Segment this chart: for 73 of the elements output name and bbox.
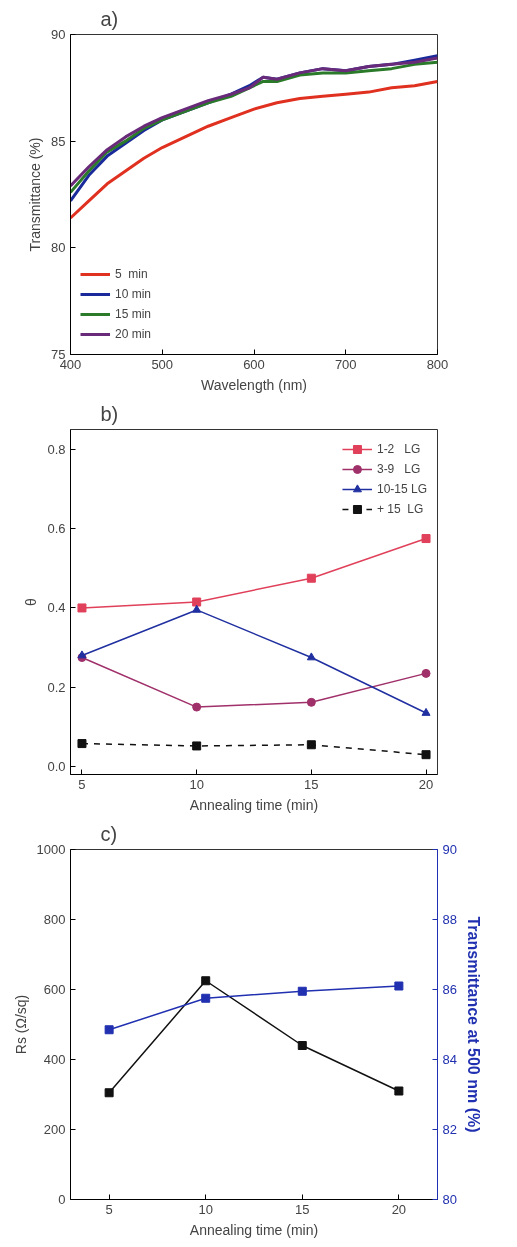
x-tick-label: 800 bbox=[426, 356, 449, 372]
chart-title: b) bbox=[100, 402, 119, 425]
y-axis-title: Rs (Ω/sq) bbox=[12, 994, 29, 1055]
chart-title: a) bbox=[100, 7, 119, 30]
point bbox=[306, 573, 316, 583]
point bbox=[421, 707, 431, 716]
legend-label: 1-2 LG bbox=[376, 442, 421, 456]
x-axis-title: Annealing time (min) bbox=[189, 796, 319, 813]
legend-label: 3-9 LG bbox=[376, 462, 421, 476]
x-axis-title: Annealing time (min) bbox=[189, 1221, 319, 1238]
legend-label: 20 min bbox=[115, 327, 152, 341]
y-tick-label: 0.0 bbox=[47, 759, 66, 775]
legend-label: 10 min bbox=[115, 287, 152, 301]
point bbox=[421, 668, 431, 678]
y2-tick-label: 90 bbox=[442, 842, 457, 857]
y-tick-label: 600 bbox=[43, 982, 66, 997]
y-tick-label: 0.8 bbox=[47, 441, 66, 457]
y-tick-label: 0.4 bbox=[47, 600, 66, 616]
point bbox=[192, 604, 202, 613]
legend-label: 5 min bbox=[115, 267, 148, 281]
point bbox=[192, 597, 202, 607]
point bbox=[201, 976, 211, 986]
y-axis-title: Transmittance (%) bbox=[27, 137, 44, 252]
x-tick-label: 500 bbox=[151, 356, 174, 372]
y-tick-label: 90 bbox=[51, 27, 66, 42]
point bbox=[192, 702, 202, 712]
point bbox=[306, 697, 316, 707]
x-tick-label: 10 bbox=[189, 776, 204, 792]
y-tick-label: 800 bbox=[43, 912, 66, 927]
point bbox=[394, 1086, 404, 1096]
legend-label: 10-15 LG bbox=[376, 482, 427, 496]
point bbox=[394, 981, 404, 991]
y-tick-label: 400 bbox=[43, 1052, 66, 1067]
x-tick-label: 15 bbox=[304, 776, 319, 792]
point bbox=[77, 603, 87, 613]
point bbox=[297, 986, 307, 996]
y-axis-title: θ bbox=[23, 597, 40, 606]
point bbox=[77, 739, 87, 749]
x-tick-label: 20 bbox=[418, 776, 434, 792]
point bbox=[421, 534, 431, 544]
y2-axis-title: Transmittance at 500 nm (%) bbox=[464, 916, 482, 1133]
y2-tick-label: 82 bbox=[442, 1122, 457, 1137]
y-tick-label: 0 bbox=[58, 1192, 66, 1207]
x-tick-label: 600 bbox=[243, 356, 265, 372]
point bbox=[201, 993, 211, 1003]
point bbox=[306, 652, 316, 661]
y-tick-label: 85 bbox=[51, 133, 66, 149]
line-series bbox=[70, 79, 438, 220]
point bbox=[297, 1041, 307, 1050]
chart-title: c) bbox=[100, 822, 118, 845]
x-tick-label: 700 bbox=[334, 356, 357, 372]
x-tick-label: 5 bbox=[78, 776, 86, 792]
y2-tick-label: 88 bbox=[442, 912, 457, 927]
x-tick-label: 10 bbox=[198, 1201, 213, 1217]
point bbox=[421, 750, 431, 760]
point bbox=[192, 741, 202, 751]
y-tick-label: 0.2 bbox=[47, 679, 66, 695]
y-tick-label: 0.6 bbox=[47, 521, 66, 537]
y-tick-label: 200 bbox=[43, 1122, 66, 1137]
legend-label: 15 min bbox=[115, 307, 152, 321]
y-tick-label: 1000 bbox=[36, 842, 66, 857]
y2-tick-label: 86 bbox=[442, 982, 457, 997]
legend-label: + 15 LG bbox=[376, 502, 424, 516]
point bbox=[306, 740, 316, 750]
y-tick-label: 80 bbox=[51, 240, 66, 256]
point bbox=[104, 1025, 114, 1035]
y2-tick-label: 80 bbox=[442, 1192, 457, 1207]
x-tick-label: 5 bbox=[105, 1201, 113, 1217]
point bbox=[104, 1088, 114, 1098]
x-tick-label: 15 bbox=[295, 1201, 310, 1217]
x-tick-label: 20 bbox=[391, 1201, 407, 1217]
y2-tick-label: 84 bbox=[442, 1052, 457, 1067]
x-axis-title: Wavelength (nm) bbox=[200, 376, 308, 393]
